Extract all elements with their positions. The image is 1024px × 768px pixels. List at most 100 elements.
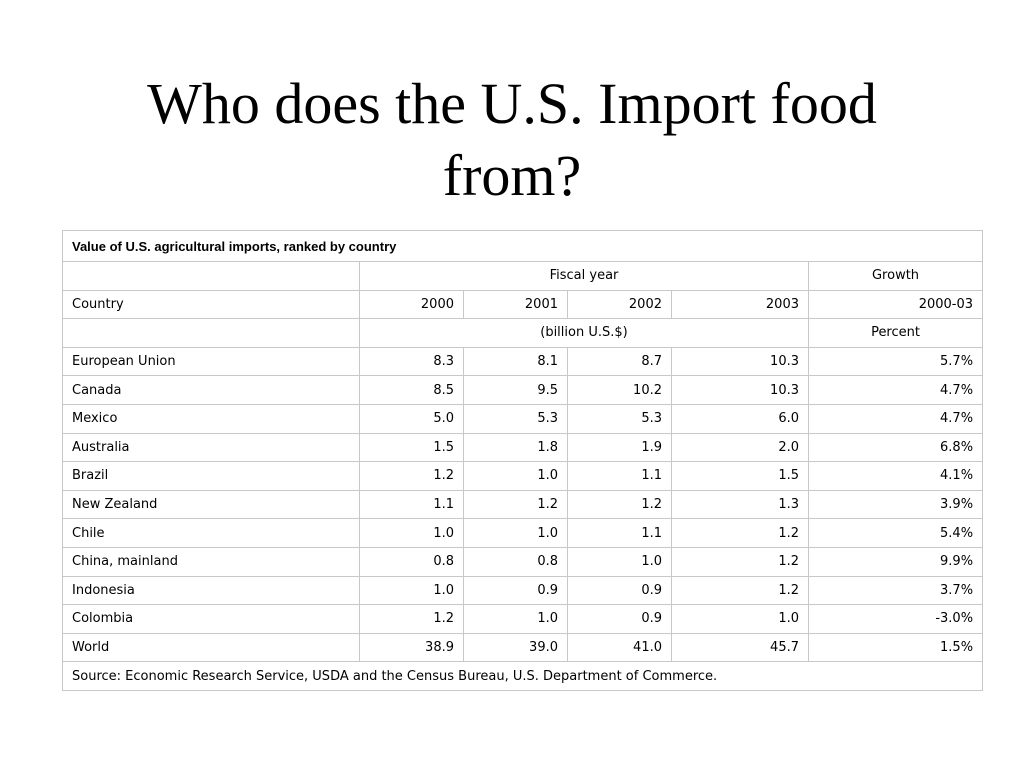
growth-cell: 5.4% (807, 518, 984, 548)
value-2002-cell: 41.0 (567, 632, 672, 663)
empty-units-cell (62, 318, 360, 348)
value-2000-cell: 1.2 (359, 604, 464, 634)
value-2002-cell: 1.1 (567, 518, 672, 548)
value-2002-cell: 5.3 (567, 403, 672, 434)
column-header-2002: 2002 (567, 289, 672, 320)
country-cell: Canada (62, 375, 360, 405)
table-row: Canada 8.5 9.5 10.2 10.3 4.7% (62, 375, 984, 405)
value-2003-cell: 45.7 (671, 632, 809, 663)
column-header-growth-period: 2000-03 (807, 289, 984, 320)
value-2002-cell: 10.2 (567, 375, 672, 405)
value-2001-cell: 9.5 (463, 375, 568, 405)
table-group-header-row: Fiscal year Growth (62, 261, 984, 291)
fiscal-year-header: Fiscal year (359, 261, 809, 291)
value-2003-cell: 1.2 (671, 546, 809, 577)
slide-title-line-2: from? (442, 143, 582, 208)
value-2001-cell: 1.0 (463, 604, 568, 634)
growth-cell: 5.7% (807, 346, 984, 377)
country-cell: New Zealand (62, 489, 360, 520)
value-2000-cell: 0.8 (359, 546, 464, 577)
growth-cell: 4.7% (807, 403, 984, 434)
value-2001-cell: 39.0 (463, 632, 568, 663)
table-column-header-row: Country 2000 2001 2002 2003 2000-03 (62, 289, 984, 320)
table-row: Brazil 1.2 1.0 1.1 1.5 4.1% (62, 461, 984, 491)
slide-title-line-1: Who does the U.S. Import food (147, 71, 877, 136)
value-2002-cell: 1.9 (567, 432, 672, 463)
table-row: Indonesia 1.0 0.9 0.9 1.2 3.7% (62, 575, 984, 606)
growth-cell: -3.0% (807, 604, 984, 634)
units-fiscal-year: (billion U.S.$) (359, 318, 809, 348)
growth-cell: 9.9% (807, 546, 984, 577)
value-2003-cell: 10.3 (671, 346, 809, 377)
table-row: World 38.9 39.0 41.0 45.7 1.5% (62, 632, 984, 663)
country-cell: Mexico (62, 403, 360, 434)
value-2003-cell: 6.0 (671, 403, 809, 434)
country-cell: European Union (62, 346, 360, 377)
growth-cell: 3.9% (807, 489, 984, 520)
table-row: Colombia 1.2 1.0 0.9 1.0 -3.0% (62, 604, 984, 634)
table-caption-row: Value of U.S. agricultural imports, rank… (61, 230, 984, 262)
value-2000-cell: 8.5 (359, 375, 464, 405)
country-cell: Colombia (62, 604, 360, 634)
growth-cell: 4.7% (807, 375, 984, 405)
country-cell: Indonesia (62, 575, 360, 606)
value-2002-cell: 1.1 (567, 461, 672, 491)
value-2002-cell: 1.0 (567, 546, 672, 577)
value-2001-cell: 1.2 (463, 489, 568, 520)
value-2003-cell: 1.2 (671, 575, 809, 606)
table-row: Australia 1.5 1.8 1.9 2.0 6.8% (62, 432, 984, 463)
growth-cell: 6.8% (807, 432, 984, 463)
value-2001-cell: 1.0 (463, 461, 568, 491)
value-2003-cell: 2.0 (671, 432, 809, 463)
value-2000-cell: 1.1 (359, 489, 464, 520)
country-cell: World (62, 632, 360, 663)
column-header-2001: 2001 (463, 289, 568, 320)
country-cell: China, mainland (62, 546, 360, 577)
value-2002-cell: 0.9 (567, 604, 672, 634)
value-2002-cell: 8.7 (567, 346, 672, 377)
value-2003-cell: 1.5 (671, 461, 809, 491)
value-2003-cell: 1.0 (671, 604, 809, 634)
empty-header-cell (62, 261, 360, 291)
imports-table-body: Value of U.S. agricultural imports, rank… (61, 230, 984, 691)
value-2000-cell: 38.9 (359, 632, 464, 663)
value-2003-cell: 1.2 (671, 518, 809, 548)
table-row: China, mainland 0.8 0.8 1.0 1.2 9.9% (62, 546, 984, 577)
growth-cell: 1.5% (807, 632, 984, 663)
units-growth: Percent (807, 318, 984, 348)
value-2000-cell: 1.0 (359, 518, 464, 548)
table-units-row: (billion U.S.$) Percent (62, 318, 984, 348)
value-2001-cell: 8.1 (463, 346, 568, 377)
country-cell: Brazil (62, 461, 360, 491)
column-header-2003: 2003 (671, 289, 809, 320)
value-2001-cell: 5.3 (463, 403, 568, 434)
table-row: Chile 1.0 1.0 1.1 1.2 5.4% (62, 518, 984, 548)
value-2001-cell: 1.0 (463, 518, 568, 548)
column-header-2000: 2000 (359, 289, 464, 320)
value-2001-cell: 0.9 (463, 575, 568, 606)
value-2000-cell: 5.0 (359, 403, 464, 434)
country-cell: Chile (62, 518, 360, 548)
growth-header: Growth (807, 261, 984, 291)
value-2000-cell: 1.5 (359, 432, 464, 463)
imports-table: Value of U.S. agricultural imports, rank… (61, 230, 984, 691)
value-2001-cell: 1.8 (463, 432, 568, 463)
value-2000-cell: 1.0 (359, 575, 464, 606)
value-2002-cell: 0.9 (567, 575, 672, 606)
growth-cell: 4.1% (807, 461, 984, 491)
value-2000-cell: 1.2 (359, 461, 464, 491)
value-2002-cell: 1.2 (567, 489, 672, 520)
table-source-note: Source: Economic Research Service, USDA … (61, 661, 984, 691)
table-row: New Zealand 1.1 1.2 1.2 1.3 3.9% (62, 489, 984, 520)
slide-title: Who does the U.S. Import food from? (80, 68, 944, 212)
value-2003-cell: 10.3 (671, 375, 809, 405)
country-cell: Australia (62, 432, 360, 463)
value-2000-cell: 8.3 (359, 346, 464, 377)
column-header-country: Country (62, 289, 360, 320)
growth-cell: 3.7% (807, 575, 984, 606)
table-row: Mexico 5.0 5.3 5.3 6.0 4.7% (62, 403, 984, 434)
value-2003-cell: 1.3 (671, 489, 809, 520)
value-2001-cell: 0.8 (463, 546, 568, 577)
table-row: European Union 8.3 8.1 8.7 10.3 5.7% (62, 346, 984, 377)
table-caption: Value of U.S. agricultural imports, rank… (61, 230, 984, 262)
